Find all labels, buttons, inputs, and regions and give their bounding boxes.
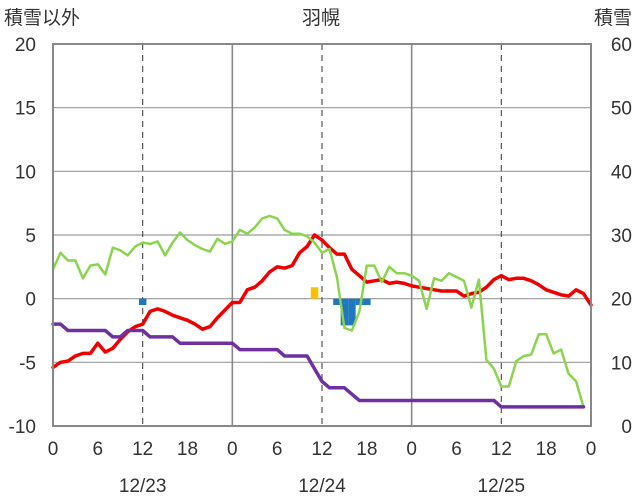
left-tick-label: 0	[25, 290, 36, 311]
bar	[355, 298, 364, 306]
right-axis-label: 積雪	[594, 7, 632, 29]
bar	[340, 298, 349, 326]
x-tick-label: 6	[93, 439, 104, 460]
date-label: 12/24	[298, 476, 346, 497]
x-tick-label: 0	[227, 439, 238, 460]
right-tick-label: 10	[611, 353, 632, 374]
right-tick-label: 60	[611, 35, 632, 56]
date-label: 12/25	[478, 476, 526, 497]
x-tick-label: 6	[451, 439, 462, 460]
x-tick-label: 0	[406, 439, 417, 460]
series-line-1	[51, 233, 593, 370]
left-tick-label: 10	[15, 162, 36, 183]
bars	[138, 287, 371, 326]
left-tick-label: 5	[25, 226, 36, 247]
series-line-3	[51, 322, 586, 409]
right-tick-label: 20	[611, 290, 632, 311]
plot-frame	[52, 43, 592, 427]
x-tick-label: 6	[272, 439, 283, 460]
x-tick-label: 18	[536, 439, 557, 460]
grid	[53, 43, 591, 427]
right-tick-label: 50	[611, 99, 632, 120]
series-lines	[51, 214, 593, 409]
x-tick-label: 0	[586, 439, 597, 460]
left-tick-label: 15	[15, 99, 36, 120]
x-tick-label: 12	[311, 439, 332, 460]
right-tick-label: 0	[621, 417, 632, 438]
x-tick-label: 12	[132, 439, 153, 460]
x-tick-label: 18	[356, 439, 377, 460]
right-tick-label: 40	[611, 162, 632, 183]
left-tick-label: -10	[9, 417, 36, 438]
chart-title: 羽幌	[302, 7, 340, 29]
bar	[138, 298, 147, 306]
bar	[363, 298, 371, 306]
date-label: 12/23	[119, 476, 167, 497]
x-tick-label: 0	[48, 439, 59, 460]
left-tick-label: -5	[19, 353, 36, 374]
x-tick-label: 18	[177, 439, 198, 460]
bar	[333, 298, 341, 306]
series-line-2	[51, 214, 585, 409]
bar	[348, 298, 356, 326]
left-tick-label: 20	[15, 35, 36, 56]
bar	[310, 287, 319, 299]
right-tick-label: 30	[611, 226, 632, 247]
left-axis-label: 積雪以外	[4, 7, 80, 29]
x-tick-label: 12	[491, 439, 512, 460]
